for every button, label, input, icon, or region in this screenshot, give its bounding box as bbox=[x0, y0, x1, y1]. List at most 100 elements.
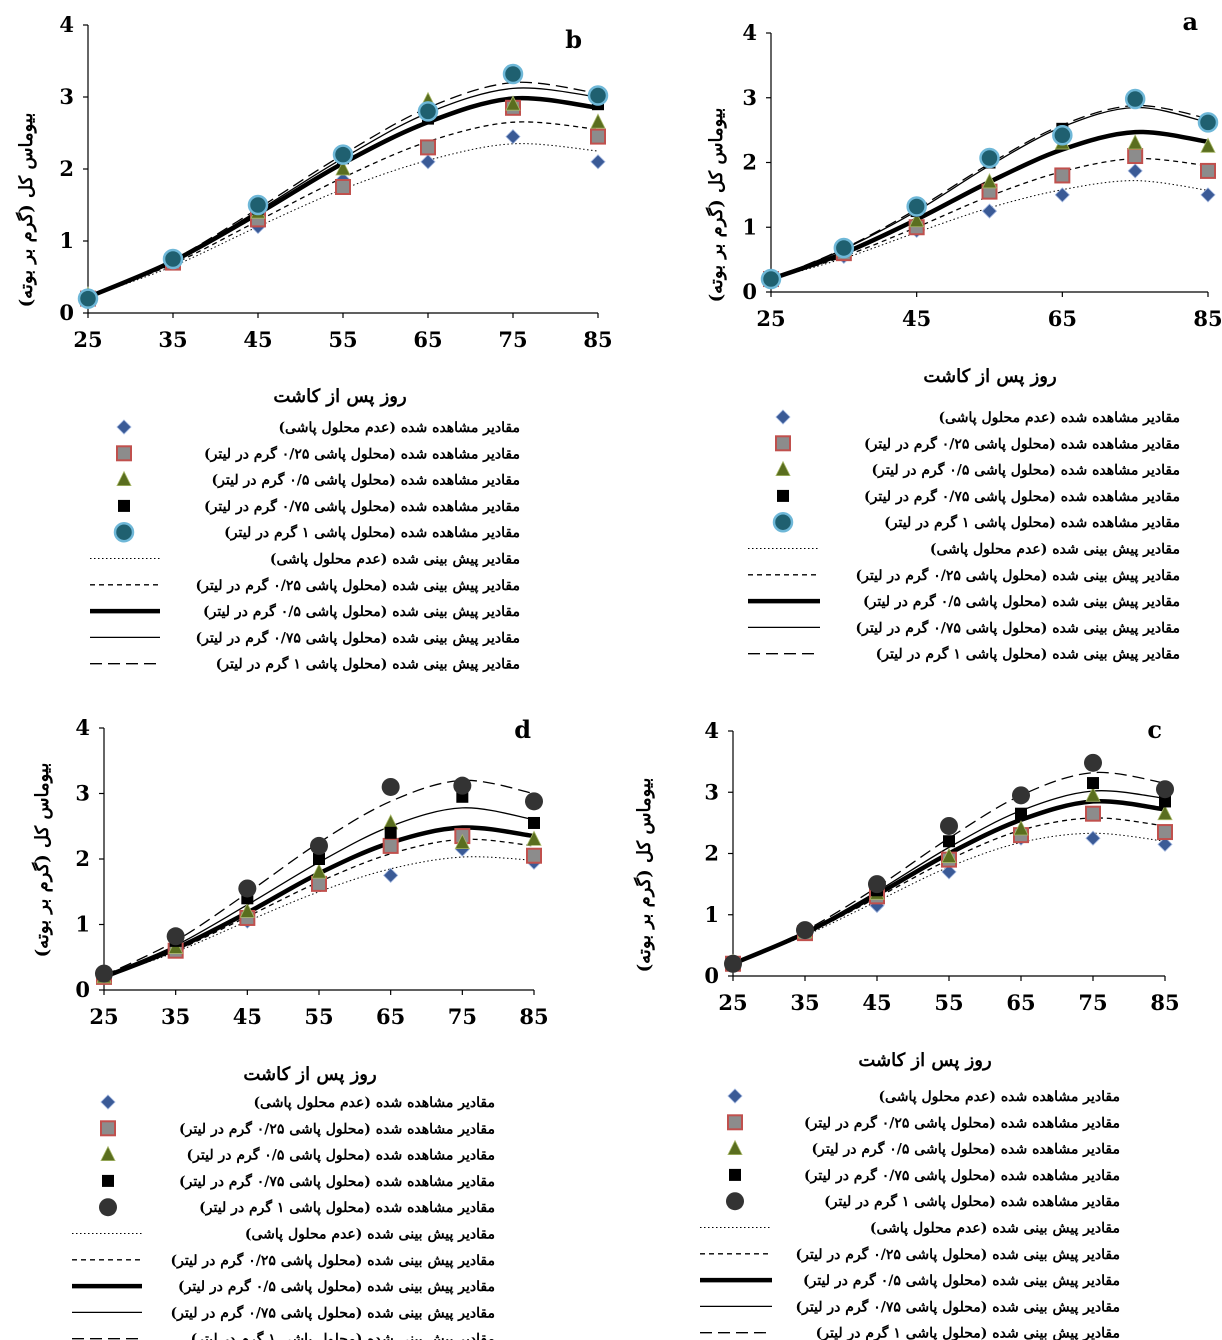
x-tick-label: 25 bbox=[89, 1004, 118, 1029]
observed-point-5 bbox=[868, 875, 886, 894]
observed-point-3 bbox=[941, 847, 957, 863]
y-tick-label: 4 bbox=[704, 718, 719, 743]
observed-point-5 bbox=[833, 237, 855, 259]
legend-marker bbox=[99, 1198, 117, 1217]
legend-marker bbox=[116, 470, 132, 487]
y-tick-label: 3 bbox=[59, 84, 74, 109]
y-tick-label: 2 bbox=[704, 841, 719, 866]
y-tick-label: 2 bbox=[75, 846, 90, 871]
observed-point-4 bbox=[384, 826, 397, 839]
y-tick-label: 4 bbox=[59, 12, 74, 37]
legend-label: مقادیر پیش بینی شده (محلول پاشی ۰/۷۵ گرم… bbox=[170, 1304, 495, 1321]
observed-point-1 bbox=[1085, 830, 1101, 846]
observed-point-5 bbox=[1084, 753, 1102, 772]
legend-label: مقادیر مشاهده شده (محلول پاشی ۰/۲۵ گرم د… bbox=[204, 445, 520, 462]
legend-label: مقادیر مشاهده شده (محلول پاشی ۰/۷۵ گرم د… bbox=[179, 1173, 495, 1190]
observed-point-3 bbox=[311, 863, 327, 879]
x-axis-title: روز پس از کاشت bbox=[858, 1050, 991, 1071]
legend-label: مقادیر مشاهده شده (عدم محلول پاشی) bbox=[278, 420, 520, 436]
legend-marker bbox=[100, 1145, 116, 1161]
y-tick-label: 0 bbox=[75, 977, 90, 1002]
x-tick-label: 35 bbox=[161, 1004, 190, 1029]
legend-label: مقادیر مشاهده شده (محلول پاشی ۰/۵ گرم در… bbox=[812, 1141, 1120, 1158]
x-tick-label: 85 bbox=[583, 327, 612, 352]
observed-point-2 bbox=[311, 875, 327, 892]
legend-marker bbox=[726, 1192, 744, 1211]
observed-point-5 bbox=[940, 816, 958, 835]
y-tick-label: 3 bbox=[704, 779, 719, 804]
y-tick-label: 1 bbox=[59, 228, 74, 253]
observed-point-5 bbox=[525, 792, 543, 811]
y-tick-label: 4 bbox=[742, 20, 757, 45]
observed-point-3 bbox=[1157, 804, 1173, 821]
x-tick-label: 45 bbox=[233, 1004, 262, 1029]
observed-point-1 bbox=[590, 154, 606, 170]
observed-point-5 bbox=[1156, 780, 1174, 799]
legend-label: مقادیر پیش بینی شده (محلول پاشی ۰/۷۵ گرم… bbox=[195, 629, 520, 646]
x-tick-label: 75 bbox=[448, 1004, 477, 1029]
chart-panel-a: 0 1 2 3 4 25 45 65 85 a بیوماس کل (گرم بر بوته) روز… bbox=[705, 7, 1222, 663]
legend-marker bbox=[727, 1139, 743, 1155]
observed-point-3 bbox=[1200, 137, 1216, 153]
panel-label: a bbox=[1182, 7, 1198, 36]
observed-point-4 bbox=[528, 816, 540, 829]
x-tick-label: 85 bbox=[1193, 306, 1222, 331]
observed-point-2 bbox=[420, 139, 436, 156]
x-tick-label: 55 bbox=[304, 1004, 333, 1029]
observed-point-2 bbox=[1085, 805, 1101, 822]
legend-label: مقادیر پیش بینی شده (عدم محلول پاشی) bbox=[930, 542, 1180, 558]
observed-point-5 bbox=[332, 144, 354, 165]
y-axis-title: بیوماس کل (گرم بر بوته) bbox=[15, 113, 37, 308]
observed-point-1 bbox=[1127, 163, 1143, 179]
legend-label: مقادیر پیش بینی شده (محلول پاشی ۰/۷۵ گرم… bbox=[855, 619, 1180, 636]
legend-label: مقادیر مشاهده شده (محلول پاشی ۰/۵ گرم در… bbox=[212, 472, 520, 489]
legend-marker bbox=[775, 435, 791, 452]
legend: مقادیر مشاهده شده (عدم محلول پاشی) مقادیر… bbox=[700, 1088, 1120, 1340]
observed-point-2 bbox=[590, 128, 606, 145]
observed-point-3 bbox=[909, 211, 925, 228]
x-tick-label: 25 bbox=[718, 990, 747, 1015]
legend-label: مقادیر پیش بینی شده (محلول پاشی ۰/۲۵ گرم… bbox=[855, 567, 1180, 584]
legend: مقادیر مشاهده شده (عدم محلول پاشی) مقادیر… bbox=[748, 409, 1180, 663]
legend-marker bbox=[100, 1094, 116, 1110]
legend-marker bbox=[116, 419, 132, 435]
x-tick-label: 65 bbox=[1006, 990, 1035, 1015]
legend-label: مقادیر پیش بینی شده (محلول پاشی ۱ گرم در… bbox=[191, 1331, 495, 1340]
y-tick-label: 1 bbox=[75, 912, 90, 937]
observed-point-5 bbox=[760, 268, 782, 290]
observed-point-5 bbox=[166, 927, 185, 946]
observed-point-3 bbox=[239, 902, 255, 918]
y-axis-title: بیوماس کل (گرم بر بوته) bbox=[705, 108, 727, 303]
legend-label: مقادیر پیش بینی شده (محلول پاشی ۱ گرم در… bbox=[876, 646, 1180, 663]
observed-point-5 bbox=[310, 836, 328, 855]
observed-point-5 bbox=[238, 879, 257, 898]
legend-label: مقادیر پیش بینی شده (عدم محلول پاشی) bbox=[870, 1221, 1120, 1237]
y-tick-label: 0 bbox=[742, 279, 757, 304]
x-axis-title: روز پس از کاشت bbox=[923, 366, 1056, 387]
legend-label: مقادیر مشاهده شده (محلول پاشی ۰/۷۵ گرم د… bbox=[204, 498, 520, 515]
legend-label: مقادیر پیش بینی شده (محلول پاشی ۰/۲۵ گرم… bbox=[170, 1252, 495, 1269]
observed-point-4 bbox=[1015, 807, 1027, 820]
observed-point-3 bbox=[1085, 786, 1101, 802]
observed-point-1 bbox=[1200, 187, 1216, 203]
observed-point-2 bbox=[1127, 148, 1144, 165]
legend-label: مقادیر مشاهده شده (محلول پاشی ۰/۲۵ گرم د… bbox=[179, 1120, 495, 1137]
y-tick-label: 0 bbox=[59, 300, 74, 325]
y-tick-label: 3 bbox=[742, 85, 757, 110]
x-tick-label: 75 bbox=[498, 327, 527, 352]
x-tick-label: 65 bbox=[1048, 306, 1077, 331]
observed-point-5 bbox=[906, 196, 927, 217]
x-tick-label: 85 bbox=[519, 1004, 548, 1029]
observed-point-3 bbox=[454, 833, 470, 850]
legend-marker bbox=[775, 460, 791, 477]
y-axis-title: بیوماس کل (گرم بر بوته) bbox=[633, 778, 655, 973]
x-tick-label: 35 bbox=[790, 990, 819, 1015]
legend-label: مقادیر مشاهده شده (محلول پاشی ۱ گرم در ل… bbox=[199, 1199, 495, 1216]
x-tick-label: 85 bbox=[1150, 990, 1179, 1015]
legend-marker bbox=[727, 1114, 743, 1131]
observed-point-5 bbox=[95, 964, 113, 983]
legend-label: مقادیر مشاهده شده (محلول پاشی ۰/۵ گرم در… bbox=[872, 462, 1180, 479]
panel-label: c bbox=[1147, 715, 1162, 744]
panel-label: d bbox=[514, 715, 531, 744]
observed-point-5 bbox=[979, 147, 1000, 169]
